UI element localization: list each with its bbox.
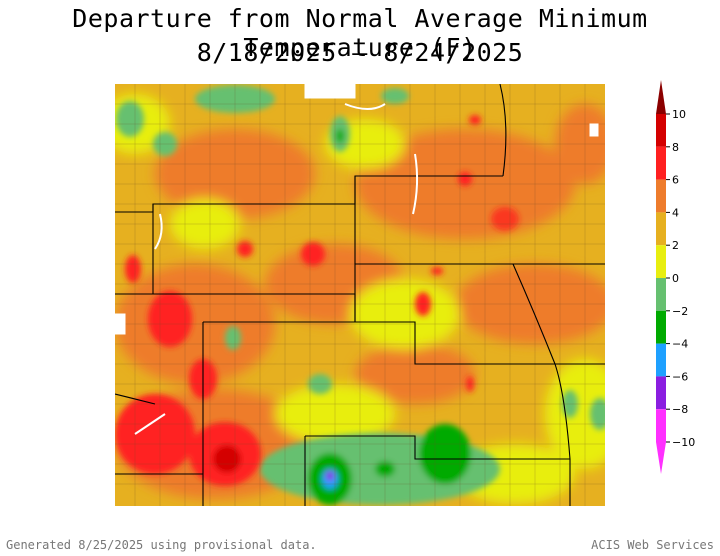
colorbar-arrow-top bbox=[656, 80, 666, 114]
colorbar-swatch bbox=[656, 245, 666, 278]
colorbar-swatch bbox=[656, 114, 666, 147]
colorbar-swatch bbox=[656, 212, 666, 246]
county-lines bbox=[115, 84, 605, 506]
colorbar-tick-label: −2 bbox=[672, 305, 688, 318]
colorbar-swatch bbox=[656, 278, 666, 311]
generated-note: Generated 8/25/2025 using provisional da… bbox=[6, 538, 317, 552]
colorbar-tick-label: −8 bbox=[672, 403, 688, 416]
colorbar-tick-label: 8 bbox=[672, 141, 679, 154]
colorbar-tick-label: 0 bbox=[672, 272, 679, 285]
colorbar-tick-label: −4 bbox=[672, 338, 688, 351]
temperature-colorbar: 10 8 6 4 2 0 −2 −4 −6 −8 −10 bbox=[656, 80, 695, 474]
acis-credit: ACIS Web Services bbox=[591, 538, 714, 552]
colorbar-tick-label: 10 bbox=[672, 108, 686, 121]
colorbar-swatch bbox=[656, 409, 666, 442]
map-title-line2: 8/18/2025 – 8/24/2025 bbox=[196, 38, 524, 67]
colorbar-tick-label: 2 bbox=[672, 239, 679, 252]
water-features bbox=[115, 84, 599, 435]
map-title-line1: Departure from Normal Average Minimum Te… bbox=[72, 4, 648, 62]
cool-regions bbox=[116, 85, 605, 505]
colorbar-tick-label: 6 bbox=[672, 174, 679, 187]
colorbar-swatch bbox=[656, 343, 666, 377]
colorbar-swatch bbox=[656, 179, 666, 213]
colorbar-ticks: 10 8 6 4 2 0 −2 −4 −6 −8 −10 bbox=[666, 108, 695, 449]
colorbar-swatch bbox=[656, 146, 666, 180]
colorbar-swatches bbox=[656, 80, 666, 474]
state-borders bbox=[115, 84, 605, 506]
colorbar-tick-label: −10 bbox=[672, 436, 695, 449]
colorbar-tick-label: 4 bbox=[672, 206, 679, 219]
colorbar-swatch bbox=[656, 310, 666, 344]
colorbar-tick-label: −6 bbox=[672, 370, 688, 383]
colorbar-arrow-bottom bbox=[656, 442, 666, 474]
temperature-departure-map bbox=[115, 84, 605, 506]
colorbar-swatch bbox=[656, 376, 666, 410]
